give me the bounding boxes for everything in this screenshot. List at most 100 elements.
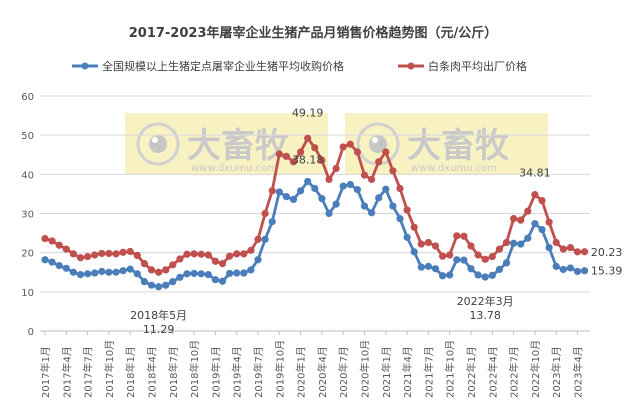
data-point	[48, 237, 56, 245]
data-point	[304, 177, 312, 186]
x-tick-label: 2023年4月	[572, 346, 585, 398]
data-point	[211, 257, 219, 265]
watermark-brand: 大畜牧	[407, 126, 510, 166]
data-point	[41, 256, 49, 264]
data-point	[240, 250, 248, 258]
data-point	[453, 232, 461, 240]
data-point	[261, 235, 269, 243]
data-point	[140, 260, 148, 268]
data-point	[332, 164, 340, 173]
data-point	[368, 209, 376, 217]
data-point	[509, 214, 518, 223]
data-point	[581, 267, 589, 275]
data-point	[538, 225, 546, 234]
data-point	[226, 252, 234, 260]
data-point	[240, 269, 248, 277]
data-point	[169, 261, 177, 269]
data-point	[446, 271, 454, 279]
x-tick-label: 2020年4月	[316, 346, 329, 398]
data-point	[268, 187, 276, 195]
data-point	[91, 269, 99, 277]
data-point	[183, 270, 191, 278]
series-purchase-price	[41, 177, 589, 291]
data-point	[360, 171, 369, 179]
x-tick-label: 2022年7月	[508, 346, 521, 398]
x-tick-label: 2020年7月	[337, 346, 350, 398]
data-point	[353, 148, 361, 156]
y-tick-label: 50	[21, 131, 34, 142]
data-point	[375, 158, 383, 166]
data-point	[410, 248, 418, 256]
data-point	[481, 273, 489, 281]
y-tick-label: 20	[21, 249, 34, 260]
data-point	[233, 250, 241, 258]
watermark-brand: 大畜牧	[187, 126, 290, 166]
data-point	[573, 248, 582, 256]
data-point	[84, 252, 92, 261]
data-label: 38.18	[292, 153, 324, 166]
y-tick-label: 10	[21, 288, 34, 299]
data-point	[325, 175, 333, 184]
data-point	[98, 249, 106, 258]
data-point	[566, 264, 575, 272]
x-tick-label: 2022年10月	[529, 340, 542, 398]
data-point	[460, 232, 468, 240]
data-point	[581, 248, 589, 256]
data-point	[474, 271, 482, 279]
legend-label-carcass-price: 白条肉平均出厂价格	[428, 59, 527, 73]
data-label: 15.39	[591, 265, 623, 278]
data-point	[311, 144, 319, 152]
x-tick-label: 2022年1月	[465, 346, 478, 398]
x-tick-label: 2018年1月	[124, 346, 137, 398]
data-label: 2018年5月	[130, 308, 187, 322]
data-point	[112, 268, 120, 276]
x-tick-label: 2017年4月	[60, 346, 73, 398]
data-point	[55, 261, 63, 270]
data-point	[488, 252, 496, 261]
data-point	[417, 263, 425, 271]
x-tick-label: 2018年4月	[146, 346, 159, 398]
data-point	[48, 258, 56, 266]
data-point	[573, 267, 582, 276]
data-point	[311, 184, 319, 193]
data-point	[41, 234, 49, 243]
legend-marker-red	[407, 62, 415, 70]
x-tick-label: 2017年1月	[39, 346, 52, 398]
data-point	[368, 175, 376, 184]
y-tick-label: 40	[21, 170, 34, 181]
legend: 全国规模以上生猪定点屠宰企业生猪平均收购价格 白条肉平均出厂价格	[72, 59, 527, 73]
watermark-url: www.dxumu.com	[191, 163, 277, 174]
x-tick-label: 2022年4月	[486, 346, 499, 398]
y-tick-label: 60	[21, 92, 34, 103]
data-point	[403, 233, 411, 241]
data-point	[282, 193, 290, 201]
data-point	[275, 188, 283, 196]
x-tick-label: 2019年7月	[252, 346, 265, 398]
data-point	[233, 269, 241, 277]
data-point	[119, 267, 127, 275]
data-point	[204, 251, 212, 259]
data-point	[105, 268, 113, 276]
data-point	[396, 184, 404, 193]
data-point	[190, 250, 198, 258]
data-point	[524, 207, 532, 215]
data-point	[84, 270, 92, 278]
data-point	[261, 209, 269, 218]
data-point	[346, 180, 354, 189]
legend-label-purchase-price: 全国规模以上生猪定点屠宰企业生猪平均收购价格	[102, 59, 344, 73]
data-point	[531, 191, 539, 199]
data-point	[155, 283, 163, 291]
data-point	[247, 266, 255, 274]
y-tick-label: 0	[28, 327, 34, 338]
data-point	[446, 251, 454, 259]
data-point	[169, 278, 177, 286]
x-tick-label: 2020年1月	[295, 346, 308, 398]
data-point	[424, 262, 432, 270]
data-point	[502, 238, 511, 247]
data-point	[176, 273, 184, 281]
data-point	[297, 148, 305, 156]
data-point	[69, 250, 77, 258]
data-point	[162, 266, 170, 274]
data-label: 11.29	[143, 323, 175, 336]
data-point	[417, 240, 425, 248]
